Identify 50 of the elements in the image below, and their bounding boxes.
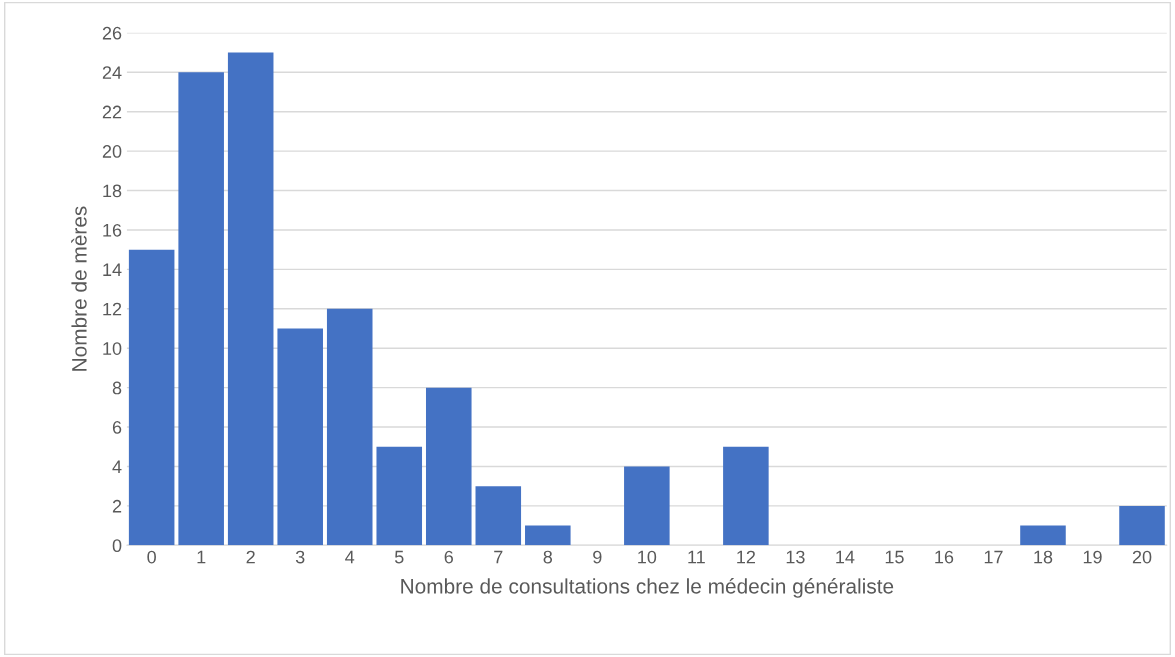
y-tick-label: 4 bbox=[112, 460, 122, 474]
y-tick-label: 8 bbox=[112, 381, 122, 395]
x-tick-label: 4 bbox=[345, 550, 355, 564]
x-tick-label: 0 bbox=[147, 550, 156, 564]
x-tick-label: 8 bbox=[543, 550, 553, 564]
x-tick-label: 10 bbox=[638, 550, 657, 564]
x-tick-label: 2 bbox=[246, 550, 255, 564]
x-axis-title: Nombre de consultations chez le médecin généraliste bbox=[401, 578, 894, 598]
x-tick-label: 6 bbox=[444, 550, 453, 564]
x-tick-label: 3 bbox=[295, 550, 305, 564]
x-tick-label: 5 bbox=[394, 550, 404, 564]
x-tick-label: 18 bbox=[1034, 550, 1053, 564]
bar bbox=[1119, 505, 1165, 546]
bar bbox=[475, 486, 522, 546]
y-tick-label: 12 bbox=[103, 302, 122, 316]
bar bbox=[128, 249, 175, 546]
x-tick-label: 15 bbox=[885, 550, 904, 564]
bar bbox=[376, 446, 423, 546]
y-tick-label: 20 bbox=[102, 145, 122, 158]
x-tick-label: 7 bbox=[494, 550, 503, 564]
x-tick-label: 19 bbox=[1083, 550, 1102, 564]
y-tick-label: 2 bbox=[112, 499, 122, 513]
y-tick-label: 26 bbox=[102, 26, 122, 40]
y-tick-label: 6 bbox=[112, 420, 122, 434]
bar bbox=[425, 387, 472, 546]
x-tick-label: 12 bbox=[737, 550, 756, 564]
x-tick-label: 17 bbox=[984, 550, 1003, 564]
bar bbox=[227, 52, 274, 546]
y-tick-label: 16 bbox=[103, 223, 122, 237]
x-tick-label: 14 bbox=[836, 550, 855, 564]
x-tick-label: 9 bbox=[593, 550, 602, 564]
y-tick-label: 22 bbox=[102, 105, 122, 119]
x-tick-label: 20 bbox=[1132, 550, 1152, 564]
y-tick-label: 14 bbox=[103, 263, 122, 276]
y-tick-label: 10 bbox=[103, 342, 122, 355]
bar bbox=[178, 72, 224, 546]
y-tick-label: 24 bbox=[102, 66, 122, 79]
bar bbox=[723, 446, 769, 546]
x-tick-label: 11 bbox=[688, 550, 705, 564]
bar bbox=[525, 525, 571, 546]
y-tick-label: 18 bbox=[103, 184, 122, 198]
bar bbox=[277, 328, 323, 546]
x-tick-label: 13 bbox=[786, 550, 805, 564]
x-tick-label: 16 bbox=[935, 550, 954, 564]
y-axis-title: Nombre de mères bbox=[71, 206, 87, 371]
bar bbox=[326, 308, 373, 546]
x-tick-label: 1 bbox=[197, 550, 206, 564]
bar bbox=[624, 466, 670, 546]
y-tick-label: 0 bbox=[112, 539, 122, 553]
bar bbox=[1020, 525, 1066, 546]
